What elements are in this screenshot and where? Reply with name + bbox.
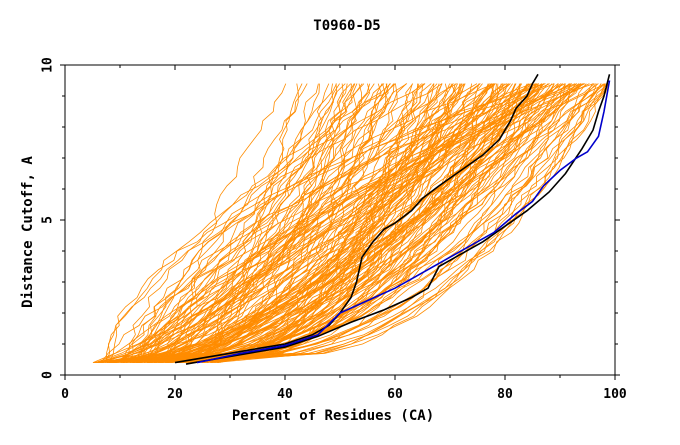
model-curve	[203, 83, 570, 363]
x-tick-label: 20	[167, 387, 183, 402]
y-tick-label: 5	[41, 216, 56, 224]
model-curve	[198, 83, 375, 363]
model-curve	[169, 83, 299, 363]
model-curve	[178, 83, 502, 363]
model-curve	[148, 83, 602, 363]
model-curve	[149, 83, 550, 363]
model-curve	[148, 83, 607, 363]
model-curve	[123, 83, 391, 363]
highlight-curve-1	[174, 73, 539, 364]
model-curve	[156, 83, 338, 363]
model-curve	[153, 83, 383, 363]
model-curve	[118, 83, 340, 363]
model-curve	[92, 83, 495, 363]
model-curve	[187, 83, 571, 363]
model-curve	[186, 83, 542, 363]
model-curve	[180, 83, 352, 363]
model-curve	[153, 83, 566, 363]
model-curve	[110, 83, 432, 363]
model-curve	[147, 83, 582, 363]
model-curve	[108, 83, 543, 363]
model-curve	[165, 83, 463, 363]
model-curve	[206, 83, 495, 363]
model-curve	[138, 83, 495, 363]
model-curve	[202, 83, 563, 363]
model-curve	[109, 83, 609, 363]
model-curve	[192, 83, 458, 363]
model-curve	[181, 83, 398, 363]
model-curve	[159, 83, 517, 363]
y-axis-label: Distance Cutoff, A	[20, 156, 36, 308]
model-curve	[210, 83, 414, 363]
model-curve	[93, 83, 495, 363]
model-curve	[153, 83, 443, 363]
model-curve	[154, 83, 545, 363]
chart-title: T0960-D5	[313, 18, 380, 34]
model-curve	[198, 83, 408, 363]
model-curve	[146, 83, 549, 363]
model-curve	[132, 83, 465, 363]
model-curve	[101, 83, 426, 363]
model-curve	[148, 83, 606, 363]
model-curve	[167, 83, 517, 363]
model-curve	[95, 83, 555, 363]
model-curve	[106, 83, 352, 363]
model-curve	[94, 83, 511, 363]
x-tick-label: 40	[277, 387, 293, 402]
x-tick-label: 80	[497, 387, 513, 402]
model-curve	[135, 83, 308, 363]
model-curve	[214, 83, 606, 363]
model-curve	[122, 83, 521, 363]
model-curve	[106, 83, 545, 363]
model-curve	[126, 83, 348, 363]
x-axis-label: Percent of Residues (CA)	[232, 408, 434, 424]
model-curve	[130, 83, 533, 363]
model-curve	[120, 83, 610, 363]
model-curve	[202, 83, 358, 363]
model-curve	[149, 83, 418, 363]
axis-layer: 0 20 40 60 80 100 0 5 10	[41, 57, 627, 402]
y-tick-label: 10	[41, 57, 56, 73]
model-curve	[139, 83, 395, 363]
model-curve	[132, 83, 540, 363]
model-curve	[118, 83, 538, 363]
y-tick-label: 0	[41, 371, 56, 379]
model-curve	[211, 83, 457, 363]
model-curve	[122, 83, 539, 363]
model-curve	[167, 83, 435, 363]
model-curve	[98, 83, 580, 363]
model-curve	[212, 83, 438, 363]
x-tick-label: 0	[61, 387, 69, 402]
model-curve	[136, 83, 463, 363]
model-curve	[113, 83, 609, 363]
model-curve	[95, 83, 489, 363]
model-curve	[140, 83, 546, 363]
model-curve	[128, 83, 320, 363]
model-curve	[201, 83, 593, 363]
model-curve	[114, 83, 443, 363]
model-curve	[128, 83, 555, 363]
model-curve	[137, 83, 365, 363]
model-curve	[195, 83, 497, 363]
model-curve	[97, 83, 564, 363]
series-layer	[92, 73, 611, 365]
model-curve	[190, 83, 330, 363]
model-curve	[147, 83, 451, 363]
model-curve	[137, 83, 602, 363]
model-curve	[143, 83, 594, 363]
model-curve	[182, 83, 440, 363]
model-curve	[104, 83, 425, 363]
model-curve	[136, 83, 396, 363]
x-tick-label: 60	[387, 387, 403, 402]
model-curve	[154, 83, 346, 363]
highlight-curve-3	[196, 80, 611, 364]
model-curve	[133, 83, 462, 363]
x-tick-label: 100	[603, 387, 627, 402]
highlight-curve-2	[185, 74, 611, 365]
